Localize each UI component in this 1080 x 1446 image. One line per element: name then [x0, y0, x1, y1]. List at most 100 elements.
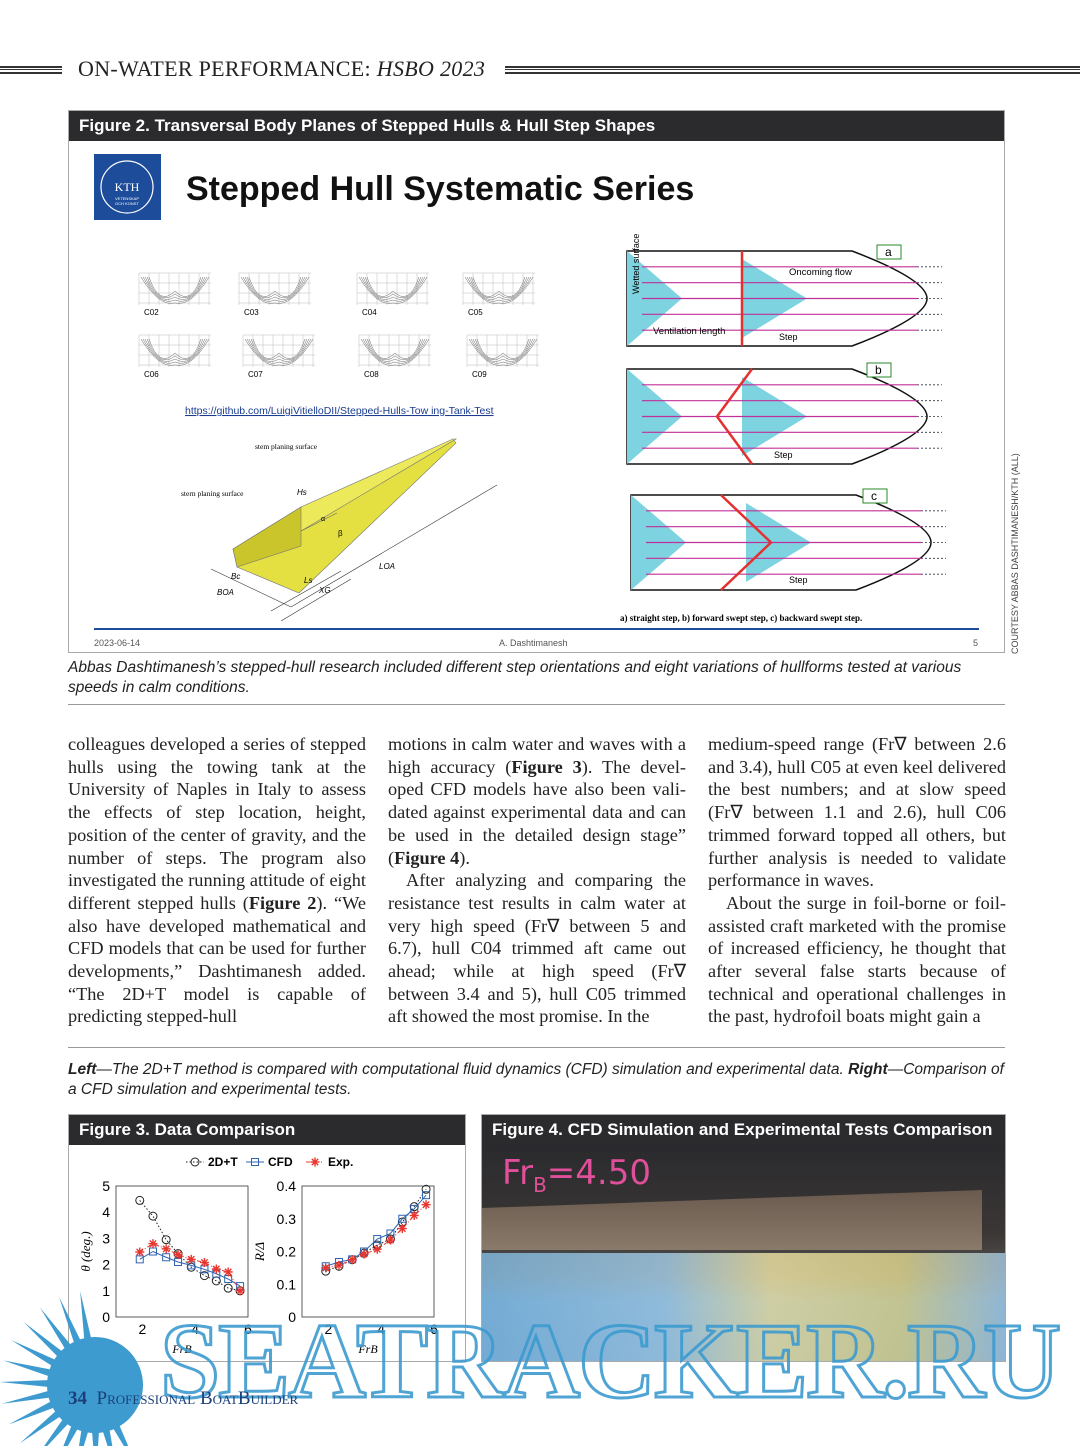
sun-ray	[112, 1423, 129, 1446]
y-tick-label: 5	[102, 1178, 110, 1194]
text: motions in calm water and waves with a h…	[388, 734, 686, 777]
x-tick-label: 2	[139, 1321, 147, 1337]
marker-square	[251, 1158, 259, 1166]
step-line	[715, 368, 754, 465]
hull-label: C05	[468, 308, 483, 317]
kth-logo-sub: VETENSKAP	[115, 196, 139, 201]
section-line	[466, 276, 532, 302]
section-line	[358, 276, 428, 304]
sun-ray	[102, 1427, 113, 1446]
label-step: Step	[774, 450, 793, 460]
watermark: SEATRACKER.RU	[158, 1301, 1062, 1423]
y-tick-label: 0.2	[277, 1244, 297, 1260]
sun-ray	[1, 1390, 52, 1404]
label-bc: Bc	[231, 572, 240, 581]
section-line	[470, 338, 536, 364]
marker-circle	[161, 1235, 171, 1245]
section-line	[140, 276, 210, 304]
article-column-3: medium-speed range (Fr∇ between 2.6 and …	[708, 733, 1006, 1028]
marker-asterisk	[322, 1264, 330, 1272]
text: ). “We also have developed mathe­matical…	[68, 892, 367, 1027]
github-link[interactable]: https://github.com/LuigiVitielloDII/Step…	[185, 405, 494, 417]
sun-ray	[39, 1307, 72, 1351]
section-line	[140, 338, 210, 366]
section-line	[142, 338, 208, 364]
sun-disc	[47, 1337, 143, 1433]
marker-square	[422, 1191, 431, 1200]
marker-asterisk	[200, 1258, 209, 1267]
section-line	[144, 276, 206, 300]
text: ).	[459, 847, 470, 868]
section-line	[240, 276, 310, 304]
marker-circle	[223, 1283, 233, 1293]
marker-asterisk	[398, 1224, 406, 1233]
body-plan-group: C02 C03 C04 C05 C06 C07 C08 C09	[138, 272, 539, 379]
legend-label: Exp.	[328, 1155, 353, 1169]
kth-logo-text: KTH	[115, 180, 140, 194]
caption-label: Right	[848, 1061, 888, 1078]
section-line	[244, 338, 314, 366]
section-line	[472, 276, 526, 297]
section-line	[144, 338, 206, 362]
x-tick-label: 4	[191, 1321, 199, 1337]
marker-asterisk	[162, 1245, 170, 1253]
section-line	[252, 338, 306, 359]
marker-circle	[199, 1271, 209, 1281]
marker-asterisk	[422, 1200, 430, 1209]
label-step: Step	[789, 575, 808, 585]
hull-label: C08	[364, 370, 379, 379]
section-line	[360, 276, 426, 302]
section-line	[468, 338, 538, 366]
marker-square	[398, 1214, 407, 1223]
step-shape-diagrams: a b c	[626, 244, 946, 591]
divider	[68, 704, 1005, 705]
marker-asterisk	[212, 1265, 220, 1273]
section-line	[476, 338, 530, 359]
label-boa: BOA	[217, 588, 234, 597]
label-beta: β	[338, 529, 343, 538]
figures-3-4-caption: Left—The 2D+T method is compared with co…	[68, 1060, 1005, 1100]
label-stern: stern planing surface	[181, 489, 244, 498]
article-column-2: motions in calm water and waves with a h…	[388, 733, 686, 1028]
marker-square	[373, 1235, 382, 1244]
marker-asterisk	[149, 1239, 157, 1248]
section-line	[366, 338, 424, 361]
slide-date: 2023-06-14	[94, 638, 140, 648]
cfd-overlay	[482, 1253, 1005, 1361]
paragraph: About the surge in foil-borne or foil-as…	[708, 892, 1006, 1027]
label-xg: XG	[318, 586, 331, 595]
sun-ray	[79, 1427, 89, 1446]
marker-circle	[148, 1211, 158, 1221]
section-line	[146, 276, 204, 299]
diagram-caption: a) straight step, b) forward swept step,…	[620, 613, 862, 623]
y-tick-label: 1	[102, 1283, 110, 1299]
sun-ray	[23, 1322, 64, 1359]
x-axis-label: FrB	[171, 1342, 192, 1356]
sun-ray	[91, 1429, 100, 1446]
figure-2-title: Figure 2. Transversal Body Planes of Ste…	[69, 111, 1004, 141]
label-oncoming-flow: Oncoming flow	[789, 267, 852, 278]
cfd-experiment-photo: FrB=4.50	[482, 1145, 1005, 1361]
caption-label: Left	[68, 1061, 97, 1078]
text: ). The devel­oped CFD models have also b…	[388, 756, 687, 868]
divider	[68, 1047, 1005, 1048]
marker-asterisk	[360, 1250, 368, 1258]
section-line	[470, 276, 528, 299]
label-ls: Ls	[304, 576, 312, 585]
magazine-name: Professional BoatBuilder	[96, 1388, 299, 1409]
sun-ray	[11, 1340, 58, 1367]
marker-asterisk	[348, 1256, 356, 1264]
header-rule-left	[0, 66, 62, 74]
section-line	[146, 338, 204, 361]
label-stem: stem planing surface	[255, 442, 318, 451]
hull-label: C06	[144, 370, 159, 379]
section-line	[244, 276, 306, 300]
section-line	[148, 338, 202, 359]
marker-asterisk	[236, 1287, 244, 1295]
x-axis-label: FrB	[357, 1342, 378, 1356]
section-line	[250, 338, 308, 361]
section-line	[366, 276, 420, 297]
data-comparison-chart: 2D+T CFD Exp. 0 1 2 3 4 5 2 4 6 FrB θ (deg.) 0 0.1 0.2 0.…	[78, 1155, 438, 1356]
sun-ray	[3, 1360, 53, 1377]
slide-author: A. Dashtimanesh	[499, 638, 568, 648]
